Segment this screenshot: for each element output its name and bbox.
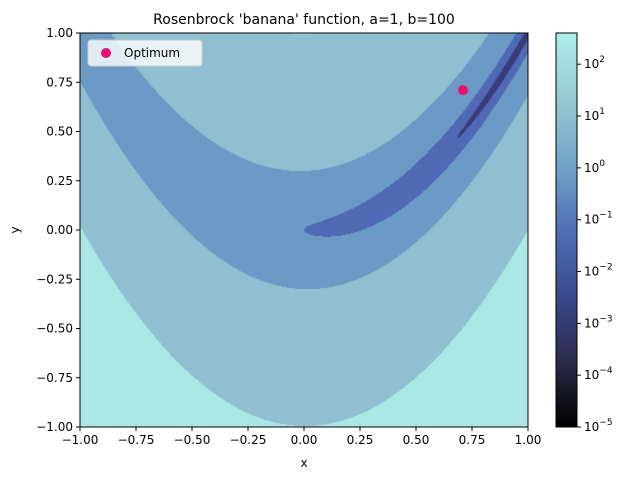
plot-area (80, 33, 528, 427)
optimum-point (458, 85, 469, 96)
y-tick-label: −0.25 (36, 272, 73, 286)
x-axis-label: x (300, 456, 307, 470)
y-tick-label: −0.50 (36, 322, 73, 336)
y-axis: −1.00 −0.75 −0.50 −0.25 0.00 0.25 0.50 0.75 1.00 (36, 26, 80, 434)
colorbar-tick-label: 10−5 (584, 418, 613, 434)
y-axis-label: y (8, 226, 22, 233)
colorbar: 10−5 10−4 10−3 10−2 10−1 100 101 102 (555, 32, 613, 434)
chart-title: Rosenbrock 'banana' function, a=1, b=100 (153, 12, 455, 28)
x-tick-label: −0.25 (230, 433, 267, 447)
contour-fill (80, 33, 528, 427)
y-tick-label: 0.75 (46, 75, 73, 89)
legend-box (87, 39, 203, 67)
colorbar-tick-label: 100 (584, 159, 605, 175)
legend: Optimum (87, 39, 203, 67)
x-axis: −1.00 −0.75 −0.50 −0.25 0.00 0.25 0.50 0.75 1.00 (62, 427, 542, 447)
y-tick-label: 0.00 (46, 223, 73, 237)
x-tick-label: 0.50 (403, 433, 430, 447)
y-tick-label: 1.00 (46, 26, 73, 40)
x-tick-label: −1.00 (62, 433, 99, 447)
x-tick-label: 1.00 (515, 433, 542, 447)
y-tick-label: 0.50 (46, 125, 73, 139)
colorbar-tick-label: 10−2 (584, 263, 613, 279)
points-layer (458, 85, 469, 96)
y-tick-label: −1.00 (36, 420, 73, 434)
colorbar-tick-label: 10−4 (584, 366, 613, 382)
colorbar-gradient (555, 32, 578, 428)
x-tick-label: −0.50 (174, 433, 211, 447)
colorbar-ticks: 10−5 10−4 10−3 10−2 10−1 100 101 102 (577, 55, 613, 434)
x-tick-label: 0.75 (459, 433, 486, 447)
legend-label: Optimum (124, 46, 180, 60)
colorbar-tick-label: 101 (584, 107, 605, 123)
x-tick-label: 0.25 (347, 433, 374, 447)
colorbar-tick-label: 10−3 (584, 314, 613, 330)
y-tick-label: −0.75 (36, 371, 73, 385)
y-tick-label: 0.25 (46, 174, 73, 188)
colorbar-tick-label: 10−1 (584, 211, 613, 227)
x-tick-label: 0.00 (291, 433, 318, 447)
colorbar-tick-label: 102 (584, 55, 605, 71)
legend-marker (101, 48, 111, 58)
x-tick-label: −0.75 (118, 433, 155, 447)
